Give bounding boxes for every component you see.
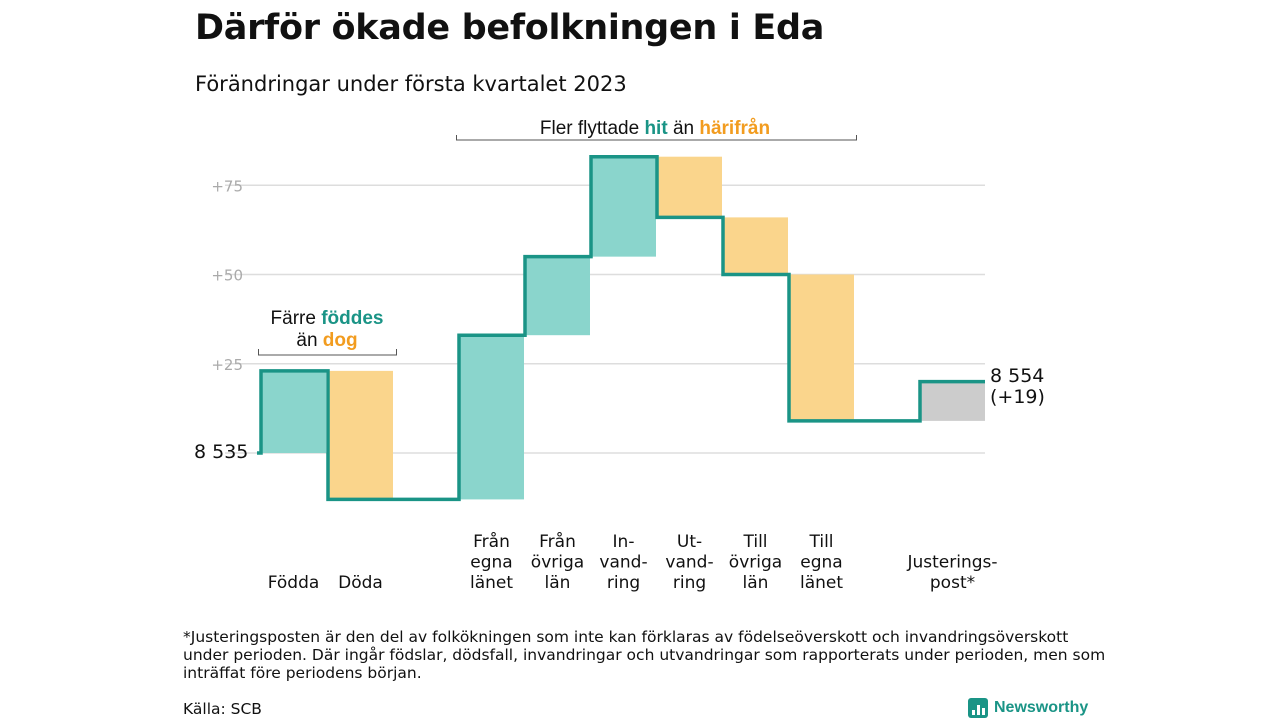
category-label: Födda (268, 573, 320, 593)
y-tick-label: +50 (211, 267, 243, 285)
bar-increase (261, 370, 326, 453)
migration-annotation: Fler flyttade hit än härifrån (456, 118, 857, 141)
category-label: egna (470, 553, 512, 573)
births-deaths-annotation: Färre föddes än dog (258, 308, 397, 356)
category-label: Döda (338, 573, 383, 593)
annotation-births-line2: än dog (296, 330, 357, 351)
bar-chart-icon (968, 698, 988, 718)
footnote: *Justeringsposten är den del av folkökni… (183, 628, 1106, 682)
bar-decrease (723, 217, 788, 275)
category-label: övriga (729, 553, 782, 573)
category-labels: Födda DödaFrånegnalänetFrånövrigalänIn-va… (268, 531, 998, 593)
category-label: post* (930, 573, 975, 593)
category-label: ring (673, 573, 706, 593)
end-value-label: 8 554 (990, 365, 1044, 387)
bar-increase (459, 335, 524, 500)
category-label: vand- (599, 553, 647, 573)
chart-subtitle: Förändringar under första kvartalet 2023 (195, 72, 627, 96)
newsworthy-logo: Newsworthy (968, 697, 1088, 719)
bar-increase (591, 156, 656, 257)
end-change-label: (+19) (990, 386, 1045, 408)
waterfall-chart: +25 +50 +75 Färre föddes än dog Fler flytt… (194, 118, 1045, 593)
bar-increase (525, 256, 590, 336)
category-label: Ut- (677, 532, 702, 552)
category-label: Justerings- (906, 553, 997, 573)
category-label: ring (607, 573, 640, 593)
annotation-migration: Fler flyttade hit än härifrån (540, 118, 770, 139)
births-deaths-bracket (258, 349, 397, 356)
bar-decrease (789, 274, 854, 421)
migration-bracket (456, 135, 857, 141)
category-label: In- (613, 532, 635, 552)
waterfall-bars (261, 156, 985, 500)
bar-decrease (657, 156, 722, 218)
y-axis-ticks: +25 +50 +75 (211, 177, 243, 374)
running-total-step-line (257, 154, 985, 502)
start-value-label: 8 535 (194, 441, 248, 463)
category-label: egna (800, 553, 842, 573)
annotation-births-line1: Färre föddes (271, 308, 384, 329)
category-label: länet (800, 573, 843, 593)
brand-name: Newsworthy (994, 699, 1089, 716)
category-label: Till (742, 532, 767, 552)
category-label: Till (808, 532, 833, 552)
category-label: Från (539, 531, 576, 552)
category-label: län (545, 573, 571, 593)
bar-decrease (328, 370, 393, 500)
category-label: Från (473, 531, 510, 552)
y-tick-label: +75 (211, 177, 243, 195)
category-label: övriga (531, 553, 584, 573)
category-label: länet (470, 573, 513, 593)
bar-adjustment (920, 381, 985, 421)
category-label: vand- (665, 553, 713, 573)
chart-title: Därför ökade befolkningen i Eda (195, 8, 825, 48)
y-tick-label: +25 (211, 356, 243, 374)
source-label: Källa: SCB (183, 700, 262, 718)
category-label: län (743, 573, 769, 593)
